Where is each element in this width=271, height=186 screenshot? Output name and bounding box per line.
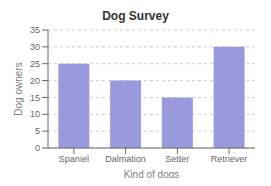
svg-text:Retriever: Retriever <box>211 154 248 164</box>
svg-text:5: 5 <box>35 126 40 136</box>
svg-text:30: 30 <box>30 42 40 52</box>
svg-text:10: 10 <box>30 109 40 119</box>
svg-text:Kind of dogs: Kind of dogs <box>124 169 180 178</box>
svg-text:20: 20 <box>30 76 40 86</box>
svg-text:Setter: Setter <box>165 154 189 164</box>
svg-text:25: 25 <box>30 59 40 69</box>
html-text:Dog Survey: Dog Survey <box>102 9 169 23</box>
svg-text:0: 0 <box>35 143 40 153</box>
svg-text:Dog owners: Dog owners <box>13 62 24 115</box>
svg-text:Dalmation: Dalmation <box>105 154 146 164</box>
svg-text:15: 15 <box>30 93 40 103</box>
svg-text:35: 35 <box>30 25 40 35</box>
svg-text:Spaniel: Spaniel <box>59 154 89 164</box>
